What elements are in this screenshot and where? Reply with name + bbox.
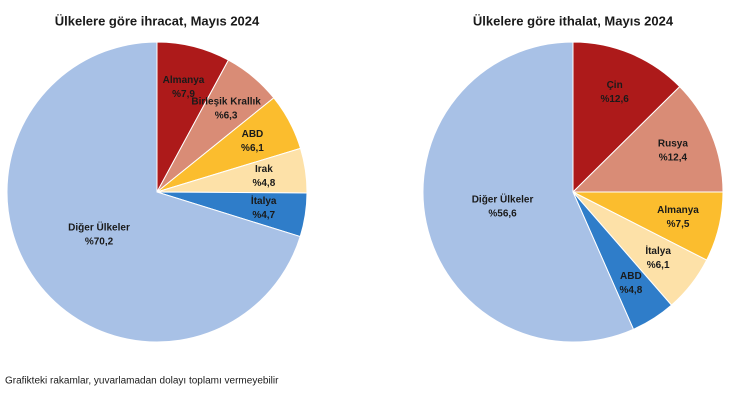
slice-label: Çin	[607, 80, 623, 91]
footnote: Grafikteki rakamlar, yuvarlamadan dolayı…	[5, 376, 279, 387]
slice-label: Almanya	[657, 205, 699, 216]
value-label: %12,4	[659, 153, 688, 164]
value-label: %4,8	[619, 285, 642, 296]
value-label: %4,8	[252, 178, 275, 189]
pie-slice	[6, 41, 301, 343]
pie-slice	[572, 41, 681, 194]
value-label: %56,6	[488, 208, 517, 219]
value-label: %70,2	[85, 236, 114, 247]
slice-label: Irak	[255, 164, 273, 175]
slice-label: Rusya	[658, 139, 688, 150]
value-label: %12,6	[600, 94, 629, 105]
slice-label: İtalya	[645, 244, 671, 257]
slice-label: Birleşik Krallık	[191, 97, 261, 108]
value-label: %7,9	[172, 89, 195, 100]
chart-title: Ülkelere göre ihracat, Mayıs 2024	[55, 13, 260, 28]
slice-label: Diğer Ülkeler	[472, 192, 534, 205]
value-label: %4,7	[252, 210, 275, 221]
value-label: %6,1	[647, 260, 670, 271]
slice-label: İtalya	[251, 194, 277, 207]
slice-label: Diğer Ülkeler	[68, 220, 130, 233]
value-label: %6,3	[215, 111, 238, 122]
slice-label: ABD	[242, 129, 264, 140]
slice-label: Almanya	[163, 75, 205, 86]
value-label: %7,5	[667, 219, 690, 230]
pie-slice	[571, 85, 724, 193]
slice-label: ABD	[620, 271, 642, 282]
value-label: %6,1	[241, 143, 264, 154]
pie-slice	[422, 41, 635, 343]
chart-title: Ülkelere göre ithalat, Mayıs 2024	[473, 13, 674, 28]
